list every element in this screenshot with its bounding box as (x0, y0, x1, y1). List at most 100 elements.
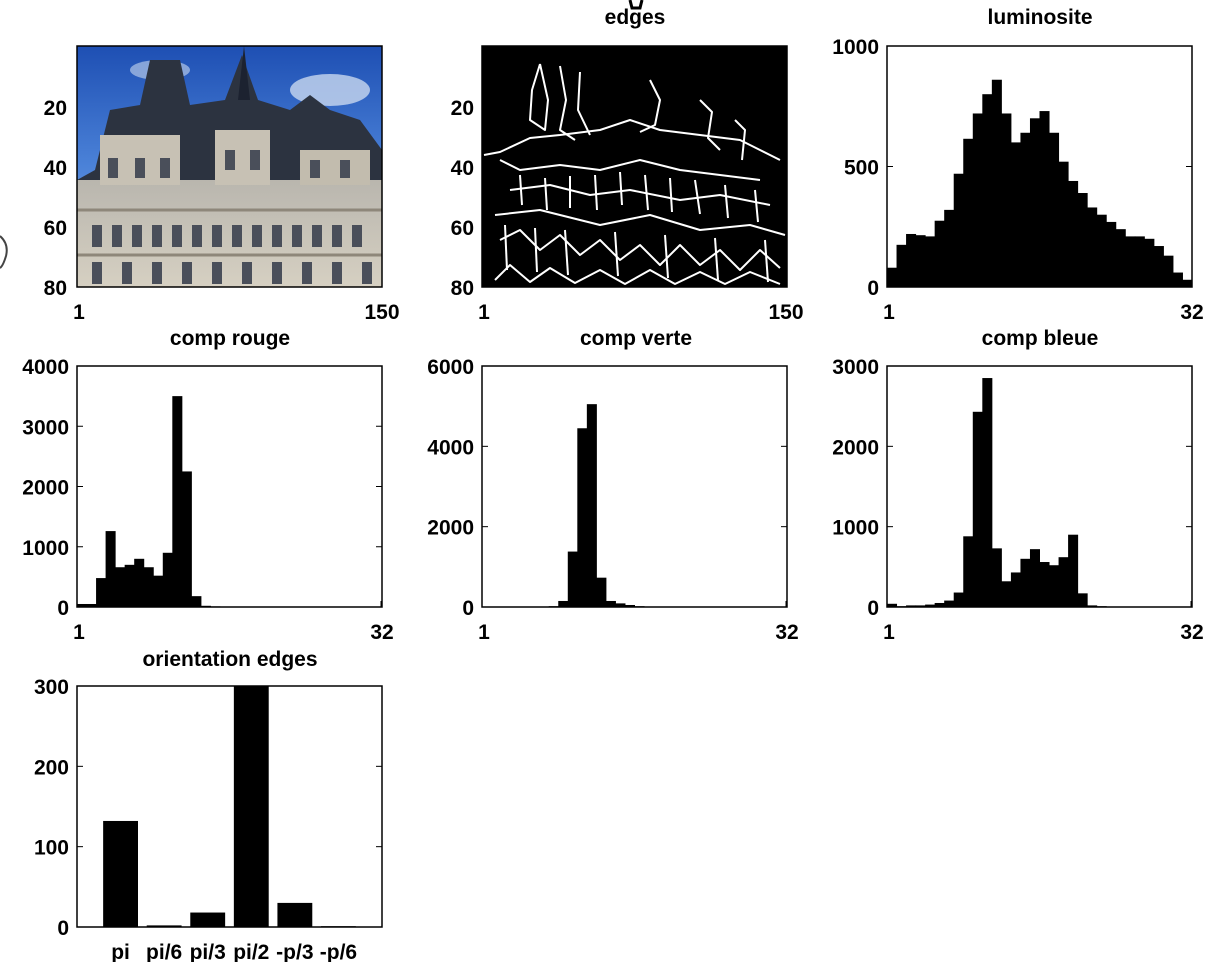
comp-rouge-bar (134, 558, 145, 607)
comp-rouge-bar (172, 396, 183, 607)
comp-bleue-bar (906, 605, 917, 607)
comp-rouge-bar (143, 567, 154, 607)
orientation-edges-ytick: 300 (34, 676, 69, 699)
comp-bleue-bar (953, 592, 964, 607)
orientation-edges-bar (233, 686, 269, 927)
comp-bleue-ytick: 0 (867, 597, 879, 620)
comp-bleue-bar (925, 604, 936, 607)
comp-bleue-bar (963, 536, 974, 607)
luminosite-bar (963, 138, 974, 287)
luminosite-bar (1020, 132, 1031, 287)
comp-verte-bar (615, 603, 626, 607)
luminosite-bar (1010, 142, 1021, 287)
luminosite-bar (1039, 111, 1050, 287)
luminosite-bar (906, 233, 917, 287)
photo-ytick: 60 (44, 217, 67, 240)
luminosite-bar (1068, 180, 1079, 287)
comp-rouge-title: comp rouge (170, 327, 290, 350)
luminosite-ytick: 1000 (832, 36, 879, 59)
luminosite-bar (982, 94, 993, 287)
comp-bleue-bar (1058, 557, 1069, 607)
luminosite-bar (1182, 279, 1193, 287)
comp-rouge-ytick: 0 (57, 597, 69, 620)
comp-rouge-bar (115, 567, 126, 607)
luminosite-ytick: 0 (867, 277, 879, 300)
orientation-edges-bar (277, 902, 313, 927)
luminosite-bar (1029, 118, 1040, 287)
luminosite-bar (1058, 161, 1069, 287)
luminosite-bar (1001, 113, 1012, 287)
luminosite-bar (1153, 246, 1164, 287)
comp-bleue-bar (915, 605, 926, 607)
comp-verte-bar (586, 404, 597, 607)
edges-ytick: 40 (451, 157, 474, 180)
comp-bleue-bar (1020, 558, 1031, 607)
panel-edges: edges (451, 6, 804, 324)
comp-rouge-bar (153, 575, 164, 607)
comp-verte-ytick: 2000 (427, 517, 474, 540)
orientation-edges-bar (103, 820, 138, 927)
orientation-edges-xtick: pi/3 (190, 941, 226, 962)
clipped-glyph-left (0, 235, 8, 269)
edges-title: edges (605, 6, 666, 29)
panel-photo: 20 40 60 80 1 150 (44, 45, 400, 324)
luminosite-bar (972, 113, 983, 287)
luminosite-bar (1125, 236, 1136, 287)
luminosite-bar (991, 79, 1002, 288)
comp-verte-xtick: 1 (478, 621, 490, 644)
clipped-glyph-top (628, 0, 644, 10)
orientation-edges-xtick: -p/3 (276, 941, 313, 962)
luminosite-ytick: 500 (844, 157, 879, 180)
comp-verte-bar (558, 600, 569, 607)
luminosite-bar (896, 244, 907, 287)
comp-verte-xtick: 32 (775, 621, 798, 644)
luminosite-bar (1172, 272, 1183, 287)
luminosite-bar (953, 173, 964, 287)
luminosite-bar (1106, 221, 1117, 287)
comp-verte-bar (634, 606, 645, 607)
orientation-edges-bar (190, 912, 226, 927)
orientation-edges-ytick: 100 (34, 837, 69, 860)
orientation-edges-axes (76, 685, 383, 928)
comp-bleue-bar (1087, 605, 1098, 607)
comp-bleue-bar (896, 606, 907, 607)
luminosite-bar (1144, 238, 1155, 287)
edges-ytick: 20 (451, 97, 474, 120)
comp-bleue-bar (991, 548, 1002, 607)
comp-verte-bar (624, 604, 635, 607)
comp-bleue-bar (1010, 572, 1021, 607)
comp-rouge-bar (96, 578, 107, 607)
luminosite-bar (887, 267, 898, 287)
comp-bleue-bar (1049, 565, 1060, 607)
orientation-edges-xtick: pi (111, 941, 130, 962)
comp-verte-axes (481, 365, 788, 608)
comp-verte-ytick: 4000 (427, 436, 474, 459)
comp-rouge-bar (124, 564, 135, 607)
luminosite-bar (1087, 207, 1098, 287)
comp-rouge-ytick: 1000 (22, 537, 69, 560)
comp-verte-bar (596, 577, 607, 607)
comp-rouge-ytick: 2000 (22, 477, 69, 500)
comp-rouge-bar (105, 531, 116, 607)
comp-rouge-bar (86, 603, 97, 607)
luminosite-bar (944, 209, 955, 287)
comp-rouge-bar (77, 603, 88, 607)
edges-image (481, 45, 788, 288)
luminosite-bar (1115, 229, 1126, 287)
luminosite-bar (915, 235, 926, 287)
edges-xtick: 1 (478, 301, 490, 324)
comp-bleue-bar (1077, 593, 1088, 607)
comp-bleue-ytick: 3000 (832, 356, 879, 379)
luminosite-bar (934, 220, 945, 287)
orientation-edges-xtick: pi/6 (146, 941, 182, 962)
luminosite-xtick: 1 (883, 301, 895, 324)
comp-bleue-bar (1029, 549, 1040, 607)
luminosite-bar (1049, 132, 1060, 287)
comp-bleue-xtick: 32 (1180, 621, 1203, 644)
orientation-edges-bar (321, 926, 356, 927)
comp-verte-ytick: 6000 (427, 356, 474, 379)
edges-ytick: 80 (451, 277, 474, 300)
comp-bleue-ytick: 1000 (832, 517, 879, 540)
comp-rouge-ytick: 3000 (22, 416, 69, 439)
